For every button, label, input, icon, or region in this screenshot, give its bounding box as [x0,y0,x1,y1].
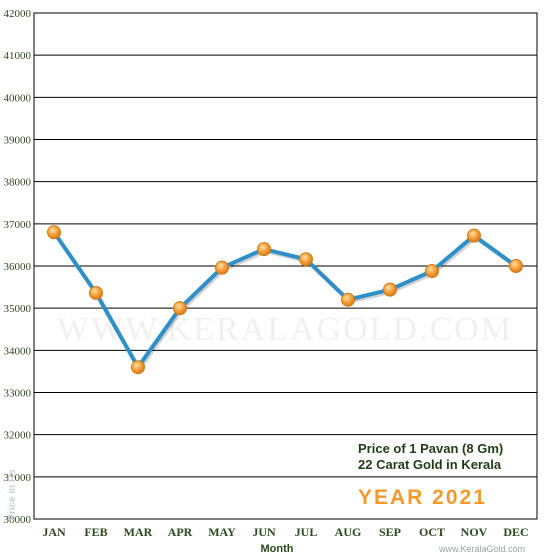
y-tick-label: 42000 [4,8,32,20]
x-tick-label: OCT [419,525,445,539]
x-axis-label: Month [261,543,294,555]
y-tick-label: 30000 [4,514,32,526]
data-point-feb [89,285,103,300]
annotation-gold-desc: 22 Carat Gold in Kerala [358,457,502,472]
y-axis-ticks: 30000 31000 32000 33000 34000 35000 36000 37000… [4,8,32,526]
x-tick-label: NOV [461,525,488,539]
data-point-sep [383,282,397,297]
x-tick-label: FEB [84,525,107,539]
x-tick-label: MAY [208,525,236,539]
data-point-apr [173,301,187,316]
y-tick-label: 41000 [4,50,32,62]
annotation-year: YEAR 2021 [358,486,487,509]
data-point-jan [47,225,61,240]
y-tick-label: 38000 [4,177,32,189]
watermark: WWW.KERALAGOLD.COM [57,311,513,348]
y-tick-label: 33000 [4,388,32,400]
data-point-may [215,260,229,275]
y-tick-label: 39000 [4,135,32,147]
x-tick-label: JUL [295,525,318,539]
x-tick-label: JAN [42,525,66,539]
x-tick-label: MAR [124,525,153,539]
y-tick-label: 32000 [4,430,32,442]
data-point-jul [299,252,313,267]
site-credit: www.KeralaGold.com [438,544,525,554]
series-line-group [47,225,523,375]
x-tick-label: DEC [503,525,528,539]
data-point-aug [341,292,355,307]
x-tick-label: AUG [335,525,362,539]
annotation-price-desc: Price of 1 Pavan (8 Gm) [358,441,503,456]
y-axis-label: Price in Rs [7,469,18,521]
x-axis-ticks: JAN FEB MAR APR MAY JUN JUL AUG SEP OCT NOV DEC [42,525,528,539]
y-tick-label: 34000 [4,345,32,357]
data-point-nov [467,228,481,243]
x-tick-label: APR [168,525,193,539]
series-line [52,231,518,370]
data-point-mar [131,360,145,375]
y-tick-label: 35000 [4,303,32,315]
data-point-oct [425,264,439,279]
y-tick-label: 36000 [4,261,32,273]
x-tick-label: SEP [379,525,401,539]
data-point-jun [257,242,271,257]
grid-lines [34,54,537,478]
y-tick-label: 31000 [4,472,32,484]
y-tick-label: 37000 [4,219,32,231]
y-tick-label: 40000 [4,92,32,104]
data-point-dec [509,259,523,273]
x-tick-label: JUN [252,525,276,539]
